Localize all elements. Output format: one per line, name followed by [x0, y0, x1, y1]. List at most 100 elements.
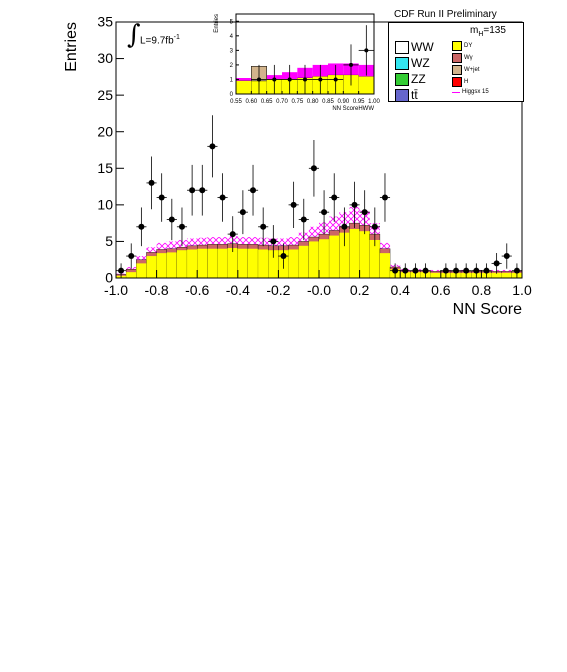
legend-label: ZZ: [411, 72, 426, 86]
data-point: [239, 209, 246, 216]
data-point: [310, 165, 317, 172]
data-point: [318, 77, 323, 82]
signal-band: [308, 226, 319, 238]
x-tick-label: 0.4: [390, 282, 410, 298]
dy-bar: [166, 252, 177, 278]
dy-bar: [136, 263, 147, 278]
data-point: [219, 194, 226, 201]
integral-symbol: ∫: [127, 20, 141, 50]
dy-bar: [217, 248, 228, 278]
y-tick-label: 20: [97, 123, 113, 139]
legend-item: W+jet: [452, 65, 480, 75]
dy-bar: [430, 272, 441, 278]
dy-bar: [339, 232, 350, 278]
legend-item: WW: [395, 40, 434, 54]
x-tick-label: 0.60: [245, 99, 257, 105]
legend-item: Higgsx 15: [452, 89, 489, 95]
dy-bar: [268, 250, 279, 278]
data-point: [270, 238, 277, 245]
x-tick-label: -0.4: [226, 282, 250, 298]
y-axis-label: Entries: [63, 22, 80, 72]
data-point: [513, 267, 520, 274]
x-tick-label: -0.2: [266, 282, 290, 298]
legend-item: Wγ: [452, 53, 473, 63]
x-tick-label: 0.70: [276, 99, 288, 105]
data-point: [250, 187, 257, 194]
dy-bar: [197, 248, 208, 278]
dy-bar: [379, 253, 391, 278]
y-tick-label: 25: [97, 87, 113, 103]
data-point: [333, 77, 338, 82]
x-tick-label: 0.85: [322, 99, 334, 105]
data-point: [118, 267, 125, 274]
y-tick-label: 10: [97, 197, 113, 213]
signal-band: [329, 216, 340, 231]
data-point: [473, 267, 480, 274]
x-tick-label: 0.55: [230, 99, 242, 105]
data-point: [422, 267, 429, 274]
signal-band: [166, 241, 177, 249]
legend-item: tt̄: [395, 88, 418, 102]
signal-band: [197, 237, 208, 246]
y-tick-label: 4: [230, 34, 234, 40]
data-point: [453, 267, 460, 274]
data-point: [199, 187, 206, 194]
x-tick-label: 0.75: [291, 99, 303, 105]
y-axis-label: Entries: [214, 14, 220, 33]
dy-bar: [358, 76, 374, 94]
data-point: [287, 77, 292, 82]
data-point: [272, 77, 277, 82]
dy-bar: [156, 253, 167, 278]
x-tick-label: 0.2: [350, 282, 370, 298]
data-point: [138, 223, 145, 230]
data-point: [229, 231, 236, 238]
data-point: [381, 194, 388, 201]
x-tick-label: 0.90: [337, 99, 349, 105]
y-tick-label: 30: [97, 50, 113, 66]
signal-band: [236, 78, 252, 81]
dy-bar: [247, 248, 259, 278]
x-tick-label: -1.0: [104, 282, 128, 298]
data-point: [128, 253, 135, 260]
data-point: [341, 223, 348, 230]
signal-band: [146, 247, 157, 253]
x-tick-label: -0.0: [307, 282, 331, 298]
y-tick-label: 5: [105, 233, 113, 249]
dy-bar: [308, 241, 319, 278]
y-tick-label: 0: [105, 270, 113, 286]
data-point: [483, 267, 490, 274]
legend-swatch: [452, 65, 462, 75]
dy-bar: [288, 249, 299, 278]
data-point: [148, 179, 155, 186]
signal-band: [207, 237, 218, 245]
dy-bar: [126, 272, 137, 278]
dy-bar: [187, 249, 198, 278]
legend-swatch: [452, 92, 460, 93]
x-tick-label: -0.6: [185, 282, 209, 298]
legend-label: DY: [464, 43, 473, 49]
dy-bar: [176, 250, 188, 278]
data-point: [257, 77, 261, 82]
data-point: [351, 201, 358, 208]
signal-band: [501, 269, 512, 272]
x-tick-label: 0.80: [307, 99, 319, 105]
luminosity-label: L=9.7fb-1: [140, 34, 180, 47]
x-tick-label: 0.95: [353, 99, 365, 105]
dy-bar: [237, 248, 248, 278]
x-tick-label: -0.8: [145, 282, 169, 298]
y-tick-label: 1: [230, 77, 234, 83]
signal-band: [237, 237, 248, 245]
x-tick-label: 1.00: [368, 99, 380, 105]
signal-band: [187, 238, 198, 246]
x-axis-label: NN ScoreHWW: [332, 106, 374, 112]
data-point: [361, 209, 368, 216]
data-point: [493, 260, 500, 267]
legend-swatch: [395, 72, 409, 86]
dy-bar: [227, 248, 238, 278]
dy-bar: [319, 239, 330, 278]
dy-bar: [491, 272, 502, 278]
data-point: [260, 223, 267, 230]
legend-label: Wγ: [464, 55, 473, 61]
legend-item: H: [452, 77, 468, 87]
